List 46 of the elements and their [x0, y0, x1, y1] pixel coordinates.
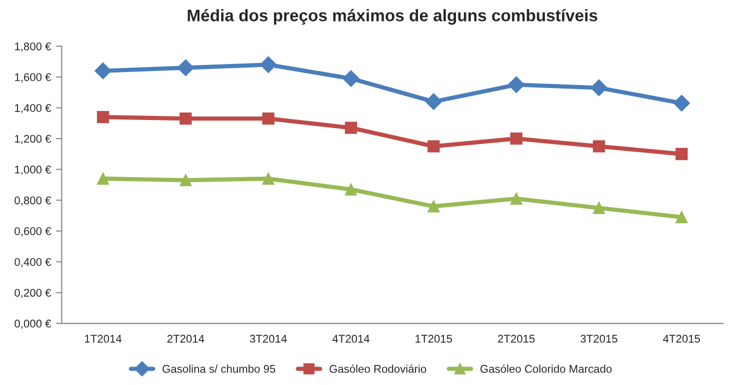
chart-title: Média dos preços máximos de alguns combustíveis [188, 8, 598, 25]
point [590, 79, 608, 96]
y-tick-label: 1,200 € [15, 134, 52, 144]
point [673, 94, 690, 112]
legend-label: Gasóleo Colorido Marcado [480, 364, 612, 373]
x-tick-label: 3T2015 [580, 334, 618, 343]
x-tick-label: 2T2014 [167, 334, 204, 343]
point [592, 140, 606, 152]
point [177, 59, 194, 76]
point [180, 112, 192, 125]
y-tick-label: 1,400 € [15, 104, 52, 114]
x-tick-label: 2T2015 [498, 334, 535, 343]
point [510, 192, 522, 205]
point [180, 174, 192, 186]
legend-label: Gasóleo Rodoviário [330, 364, 426, 373]
y-tick-label: 1,000 € [15, 166, 52, 175]
x-tick-label: 1T2015 [416, 334, 452, 343]
x-tick-label: 4T2014 [332, 334, 370, 343]
y-tick-label: 0,200 € [14, 288, 52, 298]
point [262, 112, 274, 125]
point [342, 70, 360, 87]
point [344, 183, 358, 196]
x-tick-label: 3T2014 [250, 334, 287, 343]
y-tick-label: 0,600 € [14, 227, 52, 236]
point [344, 122, 358, 134]
point [428, 140, 440, 152]
point [94, 62, 112, 80]
point [96, 172, 110, 185]
x-tick-label: 1T2014 [85, 334, 122, 343]
y-tick-label: 0,400 € [14, 258, 52, 268]
point [262, 172, 274, 185]
point [592, 202, 606, 214]
legend-label: Gasolina s/ chumbo 95 [162, 364, 276, 373]
point [428, 200, 440, 212]
point [676, 148, 688, 160]
point [510, 132, 522, 145]
y-tick-label: 0,800 € [14, 196, 52, 206]
y-tick-label: 1,800 € [15, 42, 52, 52]
point [508, 76, 525, 94]
point [96, 110, 110, 124]
point [425, 93, 442, 110]
x-tick-label: 4T2015 [663, 334, 700, 343]
point [676, 211, 688, 224]
point [260, 56, 277, 74]
y-tick-label: 0,000 € [14, 320, 52, 329]
y-tick-label: 1,600 € [15, 73, 52, 82]
